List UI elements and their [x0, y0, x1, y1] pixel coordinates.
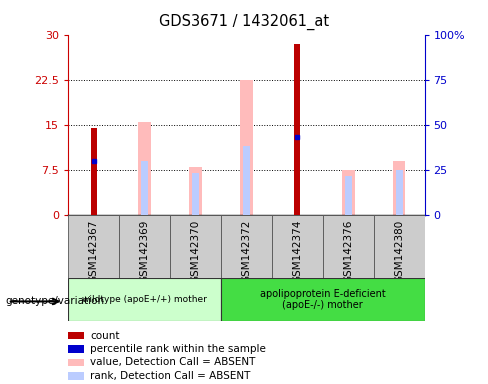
Bar — [221, 215, 272, 278]
Bar — [68, 359, 83, 366]
Text: GDS3671 / 1432061_at: GDS3671 / 1432061_at — [159, 13, 329, 30]
Bar — [138, 122, 151, 215]
Bar — [68, 215, 119, 278]
Text: percentile rank within the sample: percentile rank within the sample — [90, 344, 266, 354]
Bar — [342, 170, 355, 215]
Bar — [393, 161, 406, 215]
Bar — [396, 170, 403, 215]
Bar — [374, 215, 425, 278]
Text: GSM142369: GSM142369 — [140, 220, 150, 283]
Bar — [240, 80, 253, 215]
Text: value, Detection Call = ABSENT: value, Detection Call = ABSENT — [90, 358, 256, 367]
Bar — [68, 372, 83, 380]
Bar — [345, 176, 352, 215]
Bar — [192, 173, 199, 215]
Bar — [141, 161, 148, 215]
Bar — [68, 332, 83, 339]
Bar — [68, 345, 83, 353]
Bar — [189, 167, 202, 215]
Text: GSM142374: GSM142374 — [292, 220, 303, 283]
Text: GSM142376: GSM142376 — [343, 220, 353, 283]
Bar — [68, 278, 221, 321]
Text: GSM142372: GSM142372 — [242, 220, 251, 283]
Bar — [221, 278, 425, 321]
Bar — [170, 215, 221, 278]
Text: wildtype (apoE+/+) mother: wildtype (apoE+/+) mother — [82, 295, 207, 304]
Bar — [119, 215, 170, 278]
Text: count: count — [90, 331, 120, 341]
Text: GSM142367: GSM142367 — [89, 220, 99, 283]
Text: genotype/variation: genotype/variation — [5, 296, 104, 306]
Bar — [294, 44, 300, 215]
Text: rank, Detection Call = ABSENT: rank, Detection Call = ABSENT — [90, 371, 251, 381]
Text: apolipoprotein E-deficient
(apoE-/-) mother: apolipoprotein E-deficient (apoE-/-) mot… — [260, 289, 386, 310]
Bar — [323, 215, 374, 278]
Text: GSM142380: GSM142380 — [394, 220, 404, 283]
Bar — [91, 128, 97, 215]
Bar — [272, 215, 323, 278]
Text: GSM142370: GSM142370 — [190, 220, 201, 283]
Bar — [243, 146, 250, 215]
